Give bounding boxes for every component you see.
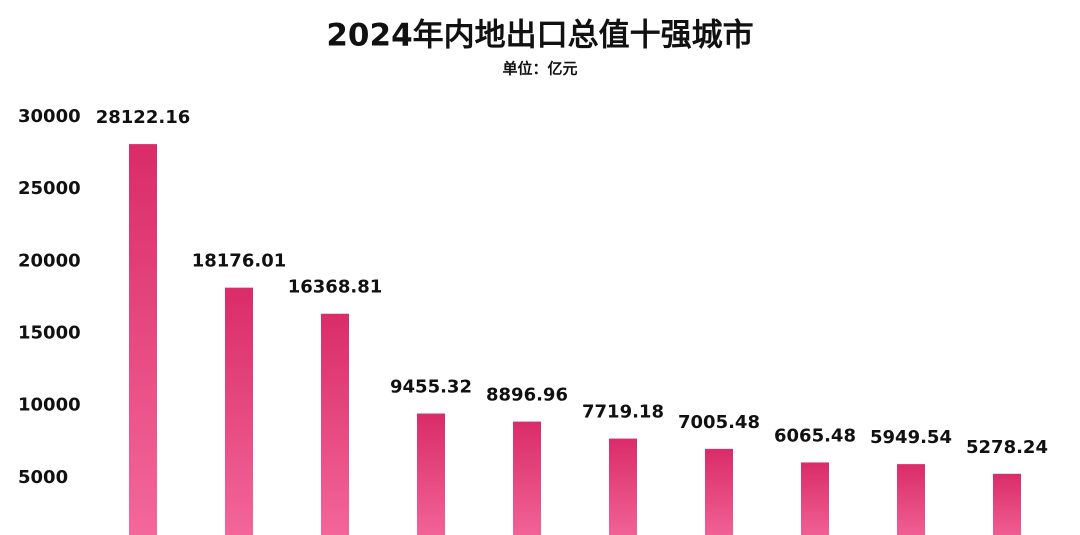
bar [897,464,925,535]
value-label: 5278.24 [966,437,1048,458]
y-tick-label: 10000 [18,395,81,416]
value-label: 18176.01 [192,251,287,272]
bar [609,438,637,535]
bar [513,421,541,535]
value-label: 9455.32 [390,377,472,398]
bar [801,462,829,535]
y-tick-label: 5000 [18,467,68,488]
value-label: 5949.54 [870,427,952,448]
value-label: 16368.81 [288,277,383,298]
value-label: 6065.48 [774,425,856,446]
value-label: 7719.18 [582,402,664,423]
value-label: 28122.16 [96,107,191,128]
value-label: 7005.48 [678,412,760,433]
bar [705,448,733,535]
bar [993,473,1021,535]
y-tick-label: 30000 [18,106,81,127]
bar [129,144,157,535]
bar [321,313,349,535]
y-tick-label: 25000 [18,178,81,199]
chart-subtitle: 单位：亿元 [502,60,577,78]
y-tick-label: 20000 [18,250,81,271]
bar [417,413,445,535]
value-label: 8896.96 [486,385,568,406]
chart-title: 2024年内地出口总值十强城市 [326,18,753,54]
y-tick-label: 15000 [18,323,81,344]
bar [225,287,253,535]
